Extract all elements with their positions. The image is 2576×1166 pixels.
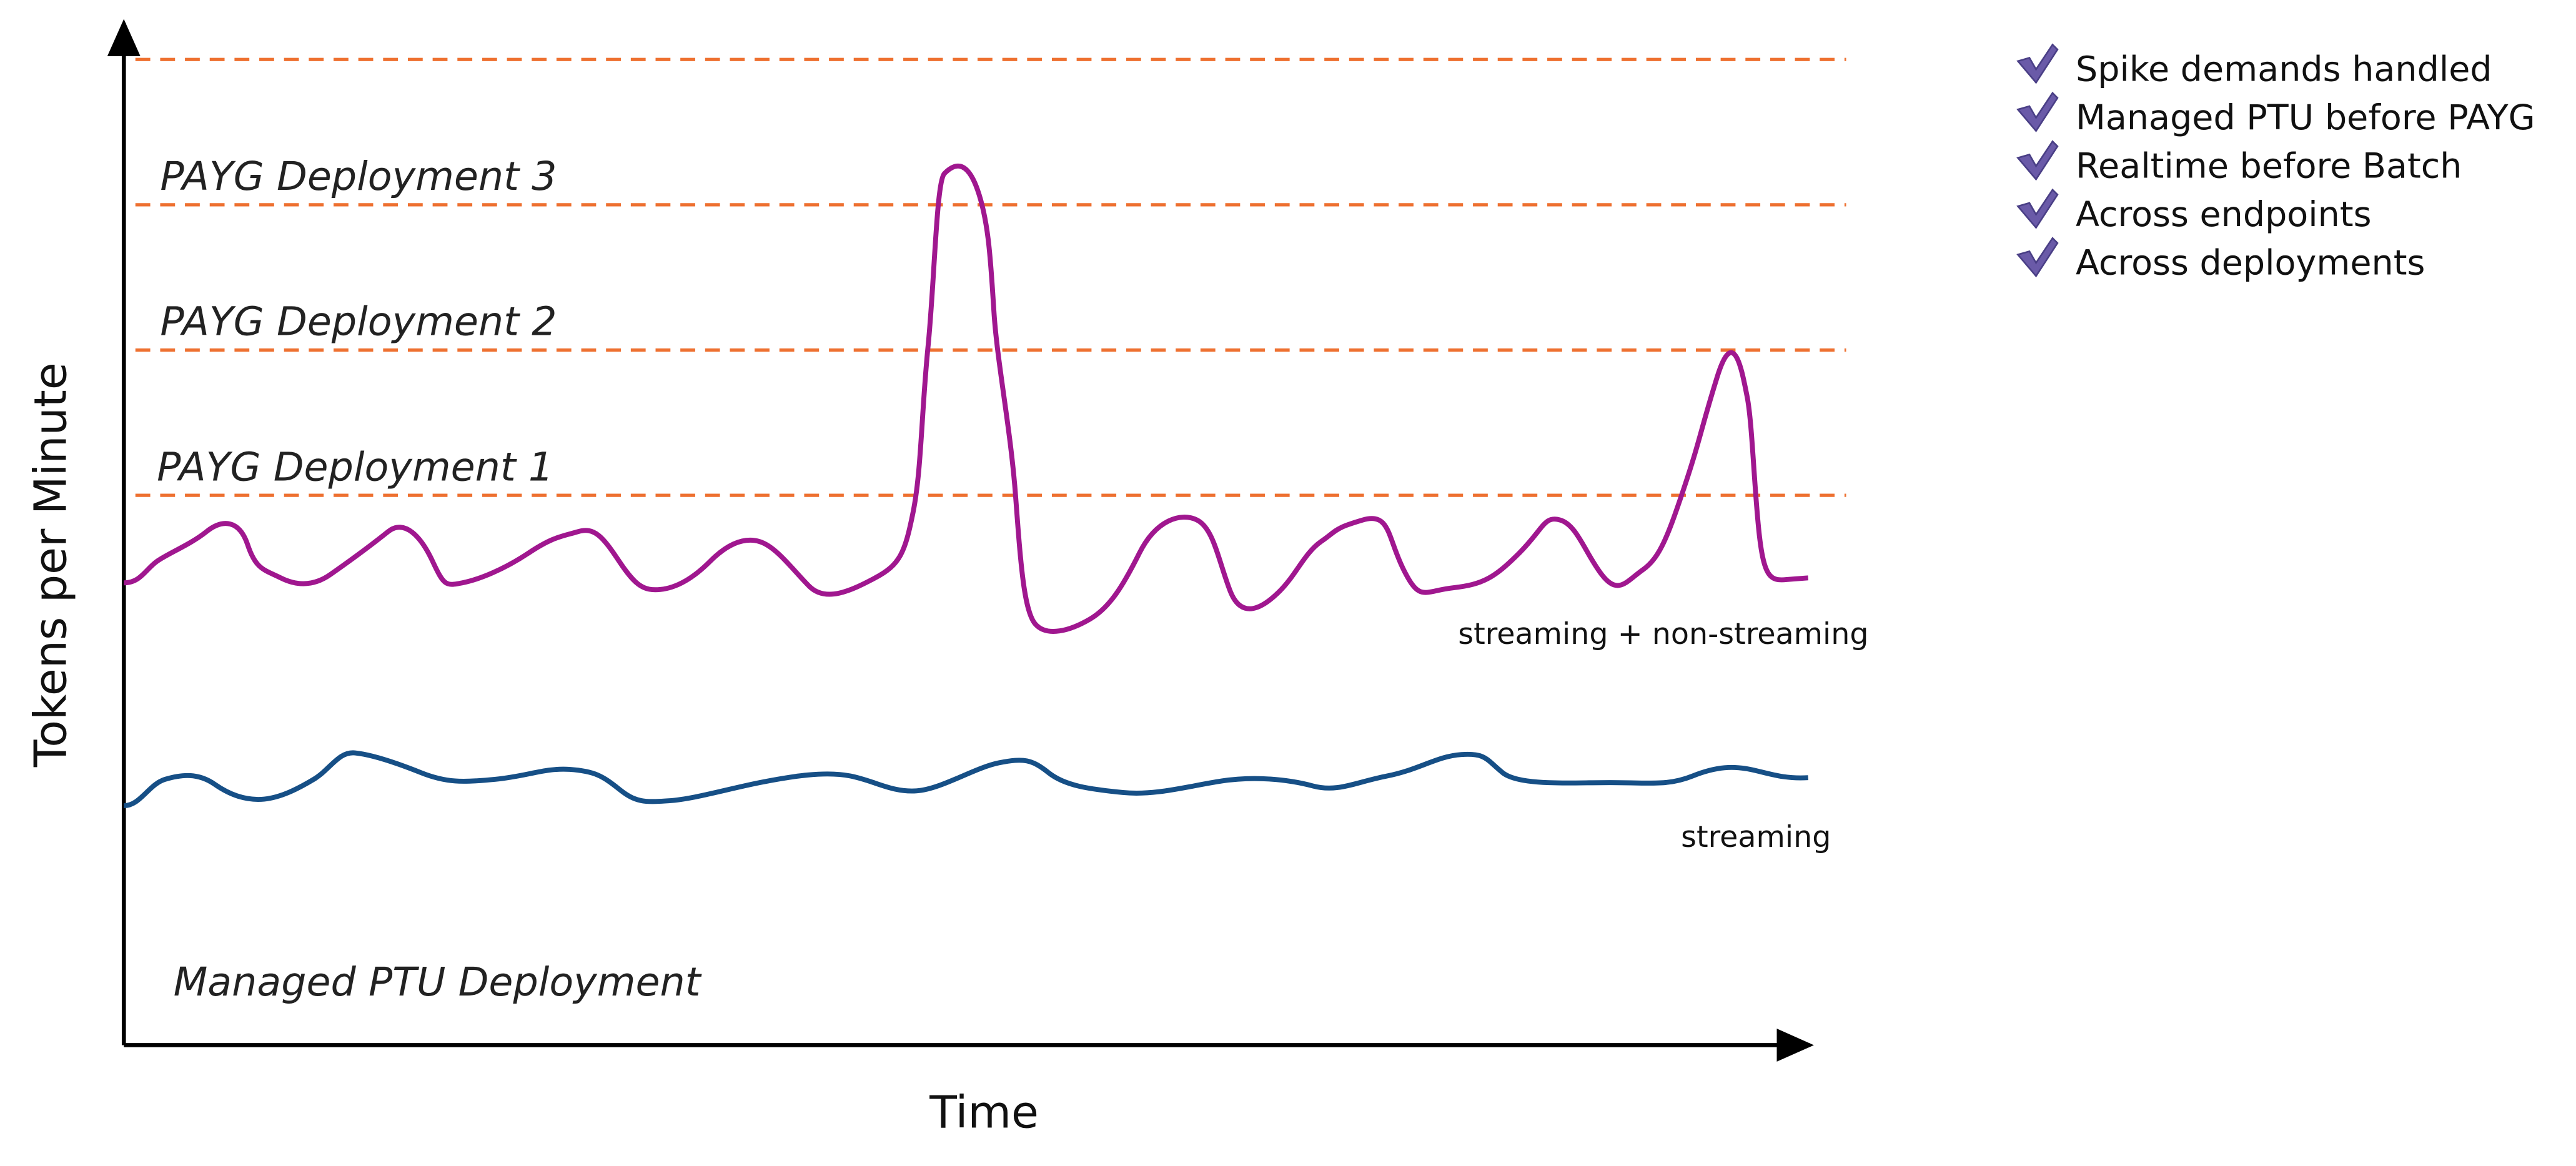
tier-label: PAYG Deployment 3 — [160, 153, 557, 199]
tier-label: PAYG Deployment 1 — [157, 443, 553, 490]
check-icon — [2016, 188, 2059, 229]
y-axis-label: Tokens per Minute — [25, 362, 77, 768]
check-icon — [2016, 91, 2059, 132]
check-item: Spike demands handled — [2076, 49, 2492, 90]
tier-label: PAYG Deployment 2 — [160, 299, 557, 345]
x-axis-label: Time — [929, 1087, 1039, 1139]
check-item: Across endpoints — [2076, 194, 2372, 235]
check-icon — [2016, 43, 2059, 84]
curve-label: streaming + non-streaming — [1458, 617, 1868, 651]
check-item: Across deployments — [2076, 242, 2425, 283]
combined-curve — [123, 164, 1809, 634]
check-item: Realtime before Batch — [2076, 146, 2462, 186]
curve-label: streaming — [1681, 820, 1831, 854]
base-label: Managed PTU Deployment — [174, 959, 702, 1005]
check-icon — [2016, 237, 2059, 278]
check-icon — [2016, 140, 2059, 181]
streaming-curve — [123, 750, 1808, 809]
check-item: Managed PTU before PAYG — [2076, 97, 2535, 138]
checklist: Spike demands handled Managed PTU before … — [2016, 43, 2535, 283]
